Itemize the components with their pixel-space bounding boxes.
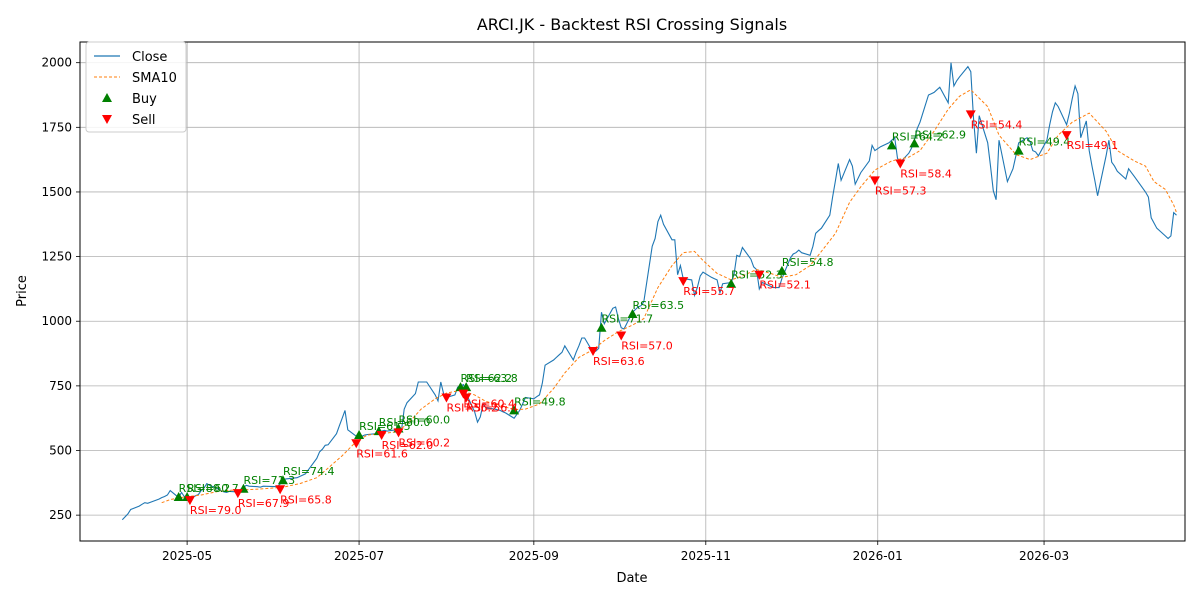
x-tick-label: 2025-07 (334, 549, 384, 563)
buy-rsi-label: RSI=54.8 (782, 256, 834, 269)
buy-marker (1013, 145, 1024, 155)
buy-marker (596, 322, 607, 332)
close-price-line (121, 62, 1177, 521)
buy-rsi-label: RSI=62.2 (461, 372, 513, 385)
sell-marker (441, 393, 452, 403)
sell-marker (351, 439, 362, 449)
buy-rsi-label: RSI=49.8 (514, 395, 566, 408)
legend-label: SMA10 (132, 71, 177, 86)
buy-rsi-label: RSI=60.0 (399, 414, 451, 427)
buy-marker (627, 308, 638, 318)
sell-rsi-label: RSI=60.2 (399, 436, 451, 449)
sell-rsi-label: RSI=52.1 (759, 279, 811, 292)
sell-rsi-label: RSI=58.4 (900, 168, 952, 181)
sell-marker (588, 346, 599, 356)
sell-rsi-label: RSI=79.0 (190, 504, 242, 517)
legend: Close SMA10 Buy Sell (85, 41, 187, 133)
sell-rsi-label: RSI=65.8 (280, 493, 332, 506)
buy-rsi-label: RSI=74.4 (283, 465, 335, 478)
sell-marker (754, 270, 765, 280)
legend-sell-swatch (102, 115, 112, 124)
sell-marker (678, 277, 689, 287)
buy-marker (509, 405, 520, 415)
legend-box (85, 41, 187, 133)
y-tick-label: 1250 (41, 250, 72, 264)
buy-rsi-label: RSI=80.2 (179, 482, 231, 495)
y-tick-label: 750 (49, 379, 72, 393)
y-tick-label: 500 (49, 444, 72, 458)
sell-marker (895, 159, 906, 169)
buy-rsi-label: RSI=60.0 (379, 416, 431, 429)
x-tick-label: 2026-01 (853, 549, 903, 563)
legend-buy-swatch (102, 93, 112, 102)
buy-rsi-label: RSI=62.9 (914, 128, 966, 141)
buy-marker (886, 140, 897, 150)
buy-marker (909, 138, 920, 148)
y-tick-label: 1000 (41, 314, 72, 328)
buy-marker (354, 429, 365, 439)
sell-marker (869, 176, 880, 186)
sell-rsi-label: RSI=55.7 (683, 285, 735, 298)
buy-rsi-label: RSI=71.7 (601, 313, 653, 326)
x-tick-label: 2025-05 (162, 549, 212, 563)
sell-marker (616, 331, 627, 341)
sell-rsi-label: RSI=67.9 (238, 497, 290, 510)
sell-rsi-label: RSI=62.0 (382, 439, 434, 452)
sell-rsi-label: RSI=61.6 (356, 447, 408, 460)
sell-rsi-label: RSI=57.0 (621, 339, 673, 352)
sell-marker (376, 430, 387, 440)
y-tick-label: 2000 (41, 56, 72, 70)
sell-marker (232, 489, 243, 499)
sell-rsi-label: RSI=63.6 (593, 355, 645, 368)
sell-marker (461, 393, 472, 403)
buy-marker (461, 382, 472, 392)
buy-rsi-label: RSI=64.2 (892, 130, 944, 143)
legend-label: Buy (132, 92, 157, 107)
sell-rsi-label: RSI=57.3 (875, 184, 927, 197)
y-axis-label: Price (15, 275, 30, 307)
buy-marker (776, 265, 787, 275)
buy-marker (726, 278, 737, 288)
buy-rsi-label: RSI=60.7 (187, 482, 239, 495)
x-axis-label: Date (616, 571, 647, 586)
chart-title: ARCI.JK - Backtest RSI Crossing Signals (477, 15, 787, 34)
sell-rsi-label: RSI=56.4 (466, 402, 518, 415)
y-tick-label: 1500 (41, 185, 72, 199)
buy-rsi-label: RSI=49.4 (1019, 136, 1071, 149)
axis-ticks: 2025-05 2025-07 2025-09 2025-11 2026-01 2026-… (41, 56, 1069, 563)
sell-marker (393, 428, 404, 438)
sell-marker (184, 496, 195, 506)
y-tick-label: 1750 (41, 120, 72, 134)
x-tick-label: 2025-09 (509, 549, 559, 563)
buy-rsi-label: RSI=63.5 (633, 299, 685, 312)
grid-lines (80, 42, 1185, 541)
x-tick-label: 2026-03 (1019, 549, 1069, 563)
buy-rsi-label: RSI=63.8 (466, 372, 518, 385)
sell-rsi-label: RSI=49.1 (1067, 139, 1119, 152)
signal-markers: RSI=80.2RSI=60.7RSI=71.3RSI=74.4RSI=61.5… (173, 110, 1119, 517)
x-tick-label: 2025-11 (681, 549, 731, 563)
legend-label: Close (132, 50, 167, 65)
legend-label: Sell (132, 113, 155, 128)
sell-marker (965, 110, 976, 120)
sell-rsi-label: RSI=56.2 (446, 402, 498, 415)
series-lines (121, 62, 1177, 521)
y-tick-label: 250 (49, 508, 72, 522)
sell-marker (275, 485, 286, 495)
sell-rsi-label: RSI=60.4 (463, 398, 515, 411)
buy-marker (173, 492, 184, 502)
sell-rsi-label: RSI=54.4 (971, 118, 1023, 131)
plot-frame (79, 41, 1186, 542)
sell-marker (1061, 131, 1072, 141)
buy-marker (277, 475, 288, 485)
